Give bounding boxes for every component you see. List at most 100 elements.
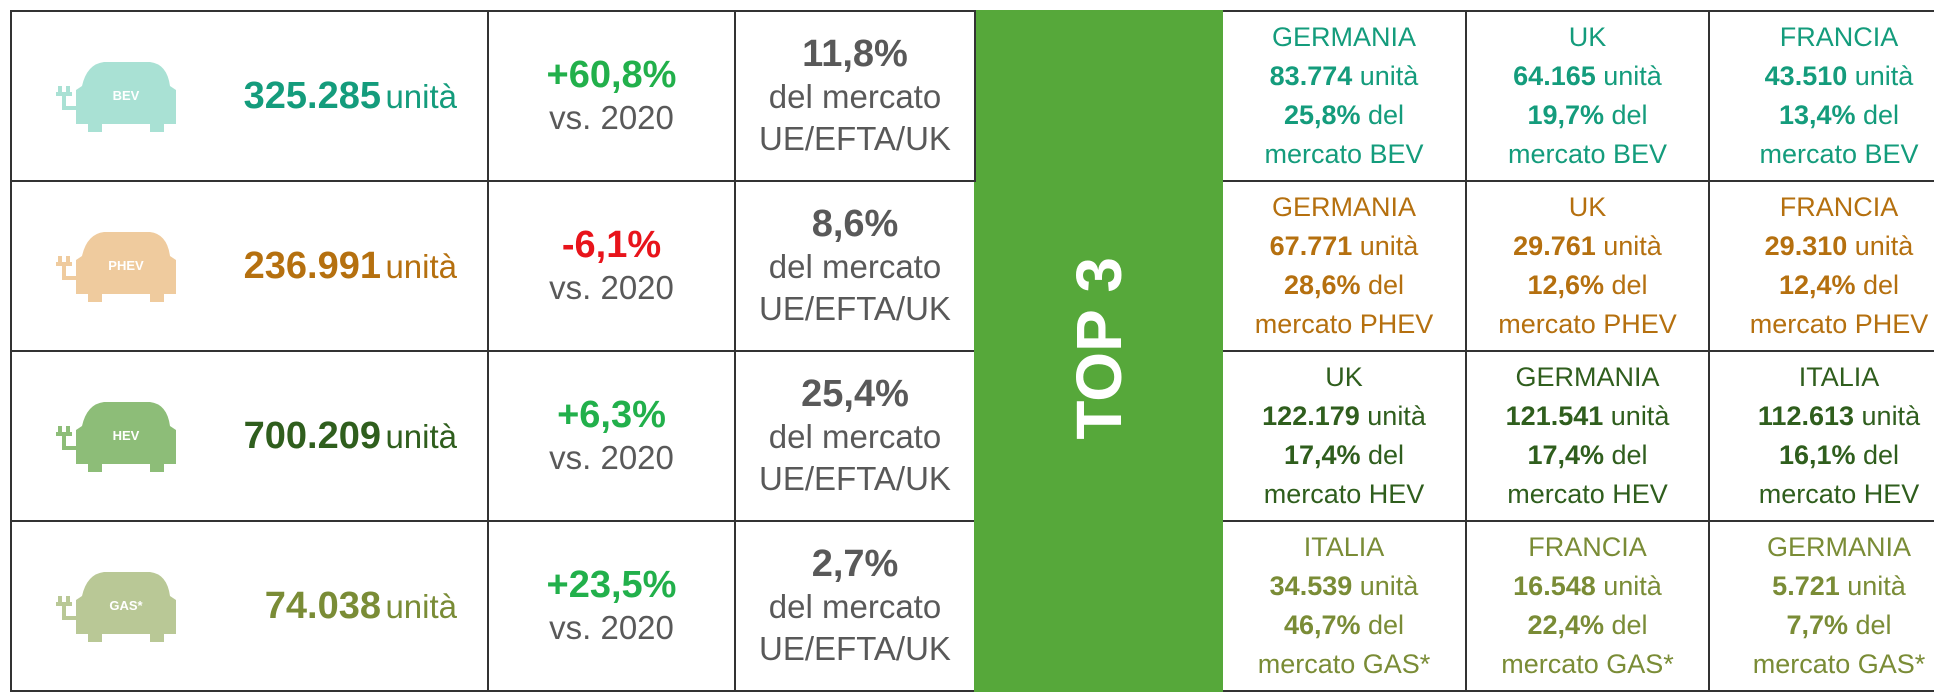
country-units-label: unità [1854, 61, 1914, 91]
country-units-value: 29.761 [1513, 231, 1596, 261]
share: 25,4% [801, 372, 909, 415]
share-cell: 11,8% del mercato UE/EFTA/UK [734, 10, 976, 182]
category: GAS* 74.038 unità [13, 556, 486, 656]
growth-ref: vs. 2020 [549, 438, 674, 476]
country-share-value: 28,6% [1283, 270, 1361, 300]
country-share-label: del [1863, 100, 1900, 130]
units-value: 74.038 [264, 584, 381, 627]
country-share: 17,4% del [1224, 436, 1464, 475]
car-body [76, 402, 176, 472]
top3-cell: TOP 3 [974, 10, 1223, 692]
country-share: 13,4% del [1711, 96, 1934, 135]
share-line1: del mercato [768, 77, 942, 115]
country-units-value: 121.541 [1505, 401, 1604, 431]
share-line2: UE/EFTA/UK [759, 119, 951, 157]
country-share-label: del [1368, 100, 1405, 130]
country-cell: FRANCIA 16.548 unità 22,4% del mercato GAS* [1465, 520, 1710, 692]
summary-table: BEV 325.285 unità +60,8% vs. 2020 11,8% del m… [10, 10, 1934, 692]
category-cell: BEV 325.285 unità [10, 10, 489, 182]
units-value: 700.209 [243, 414, 381, 457]
growth-cell: +6,3% vs. 2020 [487, 350, 736, 522]
country-market: mercato HEV [1507, 479, 1668, 509]
country-share-value: 19,7% [1527, 100, 1604, 130]
share-cell: 2,7% del mercato UE/EFTA/UK [734, 520, 976, 692]
country-units: 112.613 unità [1711, 397, 1934, 436]
category-cell: GAS* 74.038 unità [10, 520, 489, 692]
category-cell: PHEV 236.991 unità [10, 180, 489, 352]
country-market: mercato BEV [1264, 139, 1424, 169]
country-cell: GERMANIA 83.774 unità 25,8% del mercato BEV [1221, 10, 1467, 182]
growth-cell: -6,1% vs. 2020 [487, 180, 736, 352]
plug [56, 256, 76, 280]
plug [56, 426, 76, 450]
car-body [76, 572, 176, 642]
car-icon: GAS* [56, 572, 176, 642]
country-share-label: del [1863, 440, 1900, 470]
country-share: 17,4% del [1468, 436, 1707, 475]
country-share: 28,6% del [1224, 266, 1464, 305]
country: UK [1568, 22, 1607, 52]
country-market: mercato PHEV [1498, 309, 1677, 339]
country-units-label: unità [1359, 61, 1419, 91]
country-market: mercato BEV [1507, 139, 1668, 169]
units-label: unità [385, 77, 457, 115]
country-units-value: 43.510 [1764, 61, 1848, 91]
car-body [76, 232, 176, 302]
country-share-value: 16,1% [1778, 440, 1856, 470]
country-share-label: del [1368, 270, 1405, 300]
icon-label: GAS* [109, 598, 143, 613]
country: GERMANIA [1515, 362, 1660, 392]
country-share-label: del [1368, 610, 1405, 640]
units: 74.038 unità [265, 585, 457, 628]
country-units: 43.510 unità [1711, 57, 1934, 96]
country: FRANCIA [1779, 22, 1899, 52]
country-share-label: del [1611, 440, 1648, 470]
country-units-label: unità [1603, 571, 1662, 601]
country-units-value: 5.721 [1772, 571, 1840, 601]
country-cell: FRANCIA 43.510 unità 13,4% del mercato BEV [1708, 10, 1934, 182]
country: GERMANIA [1271, 192, 1417, 222]
country-cell: FRANCIA 29.310 unità 12,4% del mercato PHEV [1708, 180, 1934, 352]
country-units-value: 16.548 [1513, 571, 1596, 601]
growth-ref: vs. 2020 [549, 98, 674, 136]
country-share-label: del [1855, 610, 1892, 640]
country-units: 34.539 unità [1224, 567, 1464, 606]
country-market: mercato PHEV [1254, 309, 1434, 339]
country-cell: GERMANIA 121.541 unità 17,4% del mercato HE… [1465, 350, 1710, 522]
country-share-value: 46,7% [1283, 610, 1361, 640]
units: 236.991 unità [244, 245, 457, 288]
country: FRANCIA [1779, 192, 1899, 222]
country-market: mercato GAS* [1752, 649, 1926, 679]
growth-cell: +60,8% vs. 2020 [487, 10, 736, 182]
country-units-value: 34.539 [1269, 571, 1353, 601]
table: BEV 325.285 unità +60,8% vs. 2020 11,8% del m… [10, 10, 1934, 692]
country-units-label: unità [1603, 231, 1662, 261]
country-share-label: del [1611, 100, 1648, 130]
country-units: 64.165 unità [1468, 57, 1707, 96]
share-line2: UE/EFTA/UK [759, 629, 951, 667]
units-label: unità [385, 247, 457, 285]
category-cell: HEV 700.209 unità [10, 350, 489, 522]
icon-label: BEV [113, 88, 140, 103]
row: PHEV 236.991 unità -6,1% vs. 2020 8,6% del me… [10, 180, 1934, 352]
country-units-label: unità [1367, 401, 1426, 431]
country-units-label: unità [1359, 231, 1419, 261]
country-share: 25,8% del [1224, 96, 1464, 135]
plug [56, 86, 76, 110]
share: 11,8% [802, 32, 908, 75]
country-cell: ITALIA 34.539 unità 46,7% del mercato GAS* [1221, 520, 1467, 692]
car-body [76, 62, 176, 132]
country-cell: UK 64.165 unità 19,7% del mercato BEV [1465, 10, 1710, 182]
row: BEV 325.285 unità +60,8% vs. 2020 11,8% del m… [10, 10, 1934, 692]
growth: +6,3% [557, 393, 666, 436]
country-market: mercato BEV [1759, 139, 1919, 169]
country-share-label: del [1611, 610, 1648, 640]
country: GERMANIA [1271, 22, 1417, 52]
country-units-label: unità [1854, 231, 1914, 261]
country-cell: UK 122.179 unità 17,4% del mercato HEV [1221, 350, 1467, 522]
country-share: 7,7% del [1711, 606, 1934, 645]
car-icon: PHEV [56, 232, 176, 302]
country-units-value: 122.179 [1262, 401, 1360, 431]
units-value: 236.991 [243, 244, 381, 287]
